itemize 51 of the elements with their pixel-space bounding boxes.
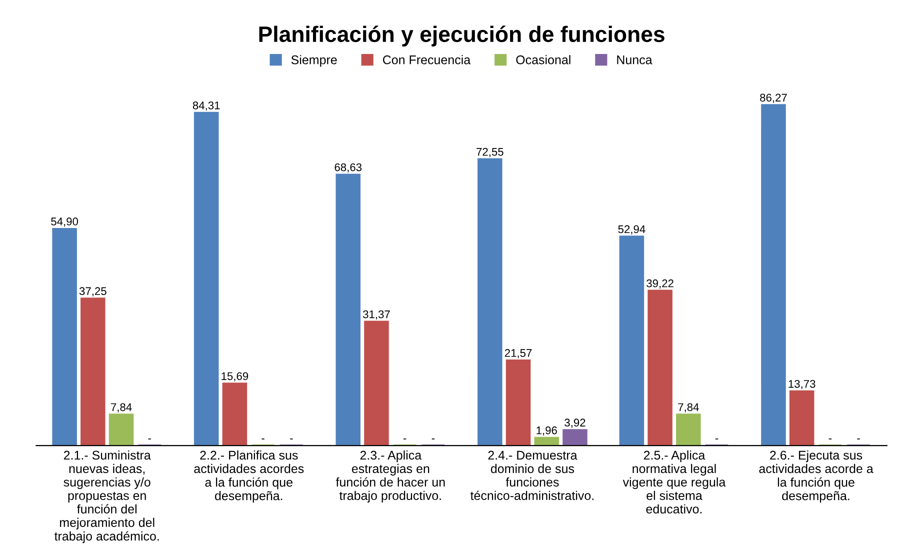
data-label: 7,84 (111, 403, 132, 412)
bar (562, 429, 588, 446)
chart-title: Planificación y ejecución de funciones (259, 26, 664, 46)
data-label: 7,84 (678, 403, 699, 412)
legend-label: Nunca (617, 56, 652, 64)
bar (789, 390, 814, 446)
bar (336, 174, 361, 446)
bar (648, 290, 672, 446)
data-label: - (148, 438, 151, 440)
x-tick-label: 2.4.- Demuestra dominio de sus funciones técnico-administrativo. (470, 450, 594, 500)
bar (676, 414, 701, 446)
x-tick-label: 2.5.- Aplica normativa legal vigente que regula el sistema educativo. (622, 450, 726, 514)
bar (194, 112, 219, 446)
bar (364, 320, 389, 446)
bar (222, 382, 248, 446)
data-label: 1,96 (536, 426, 557, 436)
bar (761, 104, 786, 446)
data-label: 3,92 (564, 418, 586, 428)
bar (108, 414, 134, 446)
data-label: 39,22 (646, 279, 674, 289)
x-tick-label: 2.3.- Aplica estrategias en función de hacer un trabajo productivo. (336, 450, 445, 503)
bar (80, 298, 106, 446)
x-tick-label: 2.1.- Suministra nuevas ideas, sugerencias y/o propuestas en función del mejoramiento del trabajo académico. (54, 450, 159, 544)
bar (478, 158, 502, 446)
bar (506, 359, 531, 446)
data-label: 52,94 (618, 225, 646, 234)
data-label: - (828, 438, 832, 440)
data-label: 37,25 (79, 287, 106, 296)
data-label: - (715, 438, 718, 440)
data-label: 84,31 (192, 101, 220, 111)
bar (52, 228, 77, 446)
data-label: - (290, 438, 293, 440)
legend-label: Ocasional (516, 55, 570, 64)
legend-label: Con Frecuencia (382, 55, 471, 64)
data-label: - (262, 438, 264, 440)
data-label: - (857, 438, 860, 440)
x-tick-label: 2.2.- Planifica sus actividades acordes a la función que desempeña. (194, 450, 304, 503)
data-label: 72,55 (476, 148, 504, 158)
data-label: 21,57 (504, 349, 532, 358)
data-label: 31,37 (363, 310, 390, 320)
bar (534, 436, 560, 446)
data-label: - (403, 438, 406, 440)
data-label: 13,73 (788, 380, 816, 390)
x-tick-label: 2.6.- Ejecuta sus actividades acorde a la función que desempeña. (759, 450, 874, 503)
bar (619, 236, 644, 446)
data-label: 54,90 (51, 218, 78, 227)
data-label: 15,69 (222, 372, 248, 382)
data-label: 68,63 (334, 163, 362, 173)
data-label: - (432, 438, 435, 440)
legend-label: Siempre (291, 55, 337, 67)
data-label: 86,27 (760, 94, 787, 103)
